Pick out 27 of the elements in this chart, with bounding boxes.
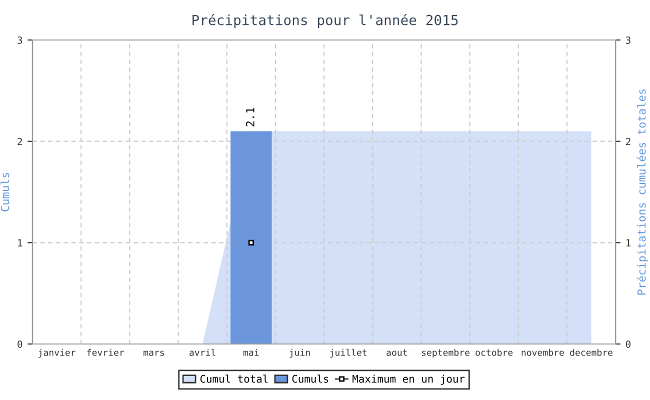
y2-tick-label: 1 [626, 239, 630, 246]
x-tick-label: juin [290, 348, 310, 358]
x-tick-label: janvier [38, 348, 76, 358]
y-tick-label: 3 [18, 36, 22, 44]
data-label: 2.1 [246, 108, 254, 126]
x-tick-label: aout [386, 349, 407, 356]
y-tick-label: 0 [18, 340, 22, 348]
x-tick-label: septembre [422, 348, 470, 358]
legend-label: Cumuls [292, 374, 328, 383]
y-tick-label: 2 [18, 138, 22, 146]
x-tick-label: fevrier [87, 348, 124, 356]
y2-tick-label: 3 [626, 36, 630, 44]
x-tick-label: mars [144, 350, 164, 356]
x-tick-label: avril [190, 348, 216, 356]
x-tick-label: decembre [570, 348, 612, 356]
legend-label: Cumul total [200, 374, 268, 383]
y-axis-title: Cumuls [0, 173, 10, 212]
y2-tick-label: 2 [626, 138, 630, 146]
legend-label: Maximum en un jour [352, 374, 465, 385]
y2-axis-title: Précipitations cumulées totales [636, 89, 648, 295]
x-tick-label: octobre [476, 348, 513, 356]
x-tick-label: mai [243, 348, 259, 356]
chart-title: Précipitations pour l'année 2015 [192, 14, 458, 28]
y-tick-label: 1 [18, 239, 22, 246]
x-tick-label: juillet [330, 348, 366, 358]
y2-tick-label: 0 [626, 340, 630, 348]
x-tick-label: novembre [522, 348, 564, 356]
